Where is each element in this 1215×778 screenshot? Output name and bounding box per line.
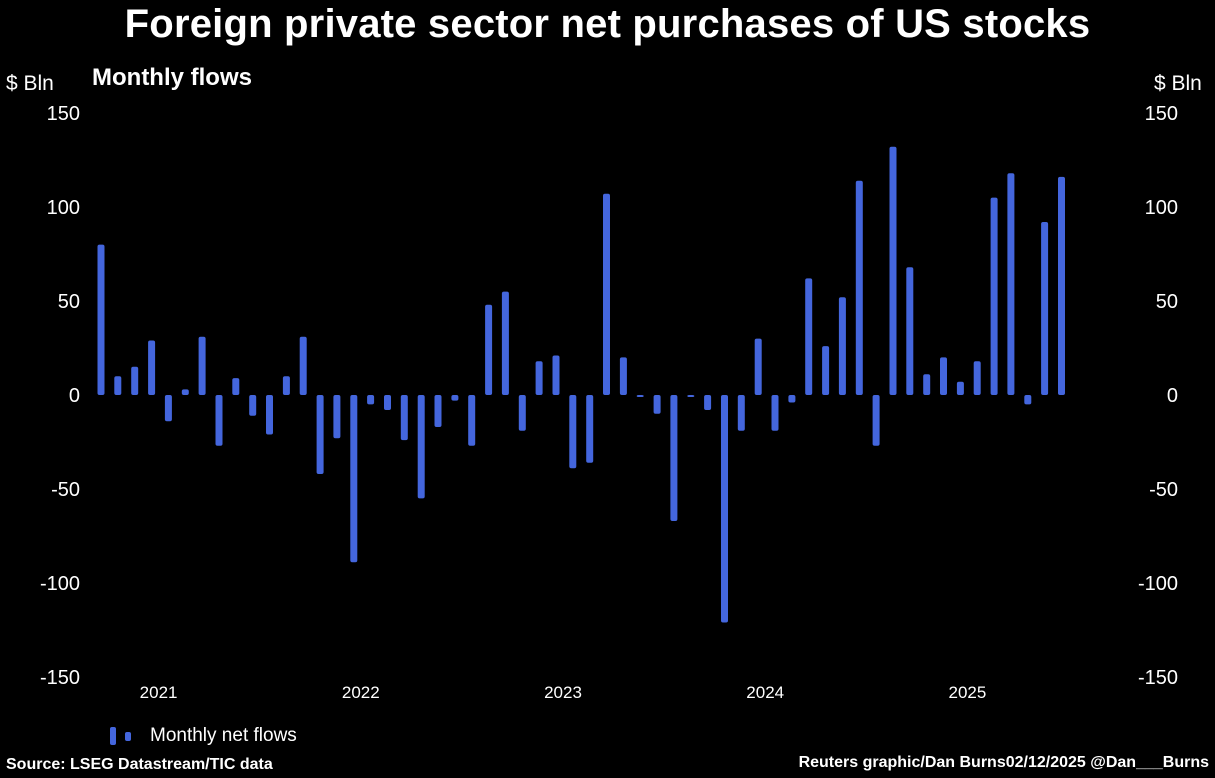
chart-subtitle: Monthly flows [92, 64, 252, 91]
chart-title: Foreign private sector net purchases of … [124, 2, 1091, 46]
bar [973, 361, 981, 395]
bar [771, 395, 779, 431]
bar [249, 395, 257, 416]
bar [636, 395, 644, 397]
bar [333, 395, 341, 439]
bar [956, 381, 964, 395]
bar [923, 374, 931, 395]
y-tick-left: -50 [51, 479, 80, 501]
bar [97, 244, 105, 395]
bar [451, 395, 459, 401]
y-tick-right: 100 [1145, 197, 1178, 219]
credit-note: Reuters graphic/Dan Burns02/12/2025 @Dan… [798, 754, 1209, 771]
y-tick-right: 150 [1145, 103, 1178, 125]
y-tick-right: -150 [1138, 667, 1178, 689]
bar [670, 395, 678, 521]
bar [855, 180, 863, 395]
bar [687, 395, 695, 397]
right-axis-ticks: 150 100 50 0 -50 -100 -150 [1138, 103, 1178, 689]
bar [805, 278, 813, 395]
bar [990, 197, 998, 395]
bar [788, 395, 796, 403]
bar [400, 395, 408, 441]
bar [603, 193, 610, 395]
bar [417, 395, 425, 499]
left-axis-ticks: 150 100 50 0 -50 -100 -150 [40, 103, 80, 689]
bar [518, 395, 526, 431]
x-tick-label: 2021 [140, 683, 178, 702]
bar [131, 366, 139, 395]
bar [552, 355, 560, 395]
legend-label: Monthly net flows [150, 725, 297, 746]
bar [838, 297, 846, 395]
bar [1007, 173, 1015, 395]
y-tick-left: 50 [58, 291, 80, 313]
bar [872, 395, 880, 446]
left-axis-unit: $ Bln [6, 72, 54, 95]
bar [1024, 395, 1032, 405]
bar [704, 395, 712, 410]
legend-swatch-icon [108, 726, 136, 746]
y-tick-left: 150 [47, 103, 80, 125]
bar [721, 395, 728, 623]
y-tick-left: -100 [40, 573, 80, 595]
bar [232, 378, 240, 395]
y-tick-right: -50 [1149, 479, 1178, 501]
x-tick-label: 2025 [948, 683, 986, 702]
bar [384, 395, 391, 410]
bar [569, 395, 577, 469]
bar [1041, 222, 1049, 395]
bar [114, 376, 122, 395]
bar [822, 346, 830, 395]
bar [653, 395, 661, 414]
bar [266, 395, 273, 435]
bar [181, 389, 189, 395]
y-tick-left: 100 [47, 197, 80, 219]
bar [299, 336, 307, 395]
source-note: Source: LSEG Datastream/TIC data [6, 756, 273, 773]
bar [501, 291, 509, 395]
legend: Monthly net flows [108, 724, 297, 748]
x-axis-ticks: 2021 2022 2023 2024 2025 [140, 683, 987, 702]
bar [434, 395, 442, 427]
bar [940, 357, 947, 395]
bar [316, 395, 324, 474]
bar [586, 395, 594, 463]
bar [198, 336, 206, 395]
bar [535, 361, 543, 395]
bar [485, 304, 493, 395]
bar [619, 357, 627, 395]
bar [906, 267, 914, 395]
bar [367, 395, 375, 405]
x-tick-label: 2024 [746, 683, 784, 702]
x-tick-label: 2023 [544, 683, 582, 702]
bar [164, 395, 172, 422]
y-tick-right: -100 [1138, 573, 1178, 595]
bar [468, 395, 476, 446]
bar [282, 376, 290, 395]
y-tick-left: 0 [69, 385, 80, 407]
y-tick-right: 50 [1156, 291, 1178, 313]
bar [1058, 176, 1065, 395]
bar [737, 395, 745, 431]
bar [754, 338, 762, 395]
y-tick-left: -150 [40, 667, 80, 689]
y-tick-right: 0 [1167, 385, 1178, 407]
bar [148, 340, 156, 395]
bar [889, 146, 897, 395]
bar [350, 395, 358, 563]
right-axis-unit: $ Bln [1154, 72, 1202, 95]
bar [215, 395, 223, 446]
x-tick-label: 2022 [342, 683, 380, 702]
bar-series [97, 146, 1065, 623]
